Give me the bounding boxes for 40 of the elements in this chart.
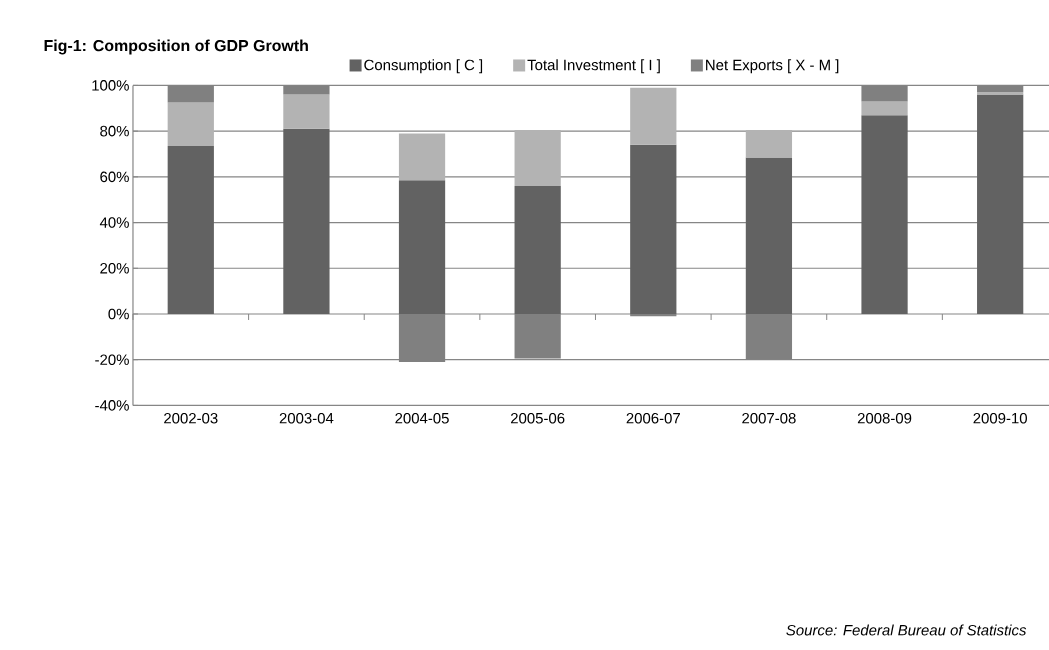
bar [283,128,330,314]
bar [398,133,446,181]
x-tick-label: 2008-09 [857,412,912,424]
bar [861,101,908,116]
bar [630,144,677,314]
bar [514,129,561,186]
x-tick-label: 2004-05 [395,412,449,424]
x-tick-label: 2009-10 [973,412,1027,424]
x-tick-label: 2006-07 [626,412,680,424]
bar [861,115,908,314]
bar [514,185,561,314]
y-tick-label: -40% [95,400,129,411]
y-tick-label: 0% [108,308,129,320]
bar [977,92,1024,95]
source-note: Source: Federal Bureau of Statistics [786,624,1027,636]
y-tick-label: 80% [100,125,129,137]
bar [977,94,1024,314]
legend-label: Total Investment [ I ] [527,59,660,74]
x-tick-label: 2003-04 [279,412,334,424]
y-tick-label: -20% [95,354,129,365]
legend-label: Consumption [ C ] [364,59,483,74]
bar [398,313,446,362]
bar [745,157,793,314]
x-tick-label: 2002-03 [164,412,218,424]
y-tick-label: 20% [100,262,129,274]
bar [167,145,214,314]
chart-title: Fig-1: Composition of GDP Growth [44,39,308,55]
x-tick-label: 2005-06 [510,412,565,424]
legend-label: Net Exports [ X - M ] [706,59,839,74]
bar [514,313,561,359]
bar [283,94,330,129]
y-tick-label: 60% [100,171,129,183]
bar [745,129,793,158]
bar [167,102,214,146]
bar [745,313,793,360]
x-tick-label: 2007-08 [742,412,796,424]
bar [398,180,446,314]
bar [630,87,677,145]
y-tick-label: 40% [99,217,129,228]
y-tick-label: 100% [92,80,129,91]
